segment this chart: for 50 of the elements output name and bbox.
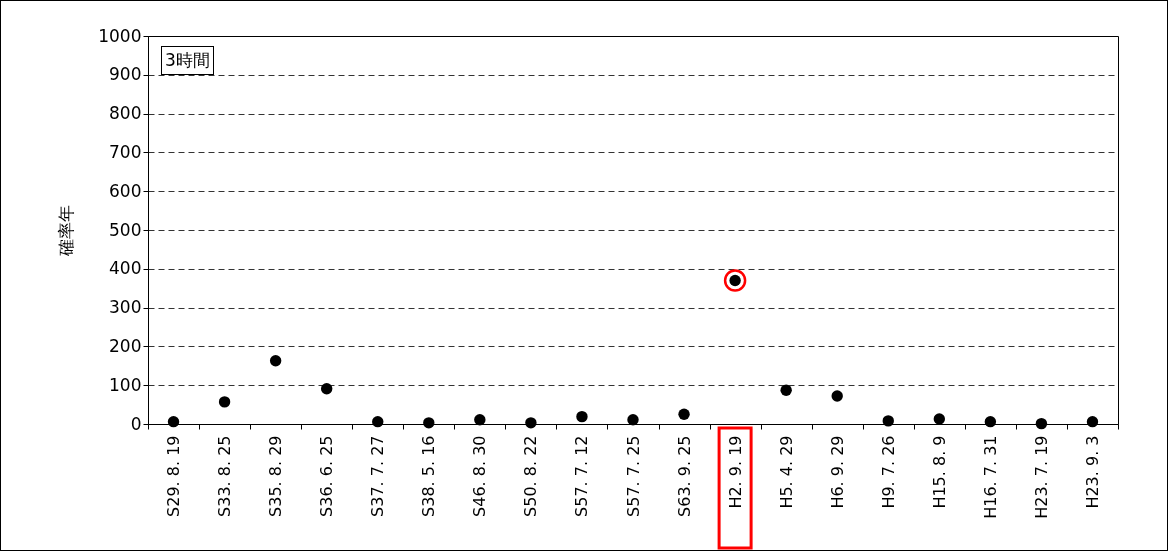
point	[576, 410, 588, 423]
point	[525, 417, 537, 429]
annotation: 3時間	[161, 46, 214, 75]
x-tick-label: H5. 4. 29	[776, 435, 796, 509]
point	[780, 384, 792, 396]
x-tick-label: H23. 9. 3	[1082, 435, 1102, 509]
point	[218, 396, 231, 408]
point	[678, 408, 690, 420]
point	[831, 390, 843, 402]
x-tick-label: H9. 7. 26	[878, 435, 898, 509]
y-tick-label: 800	[109, 103, 142, 124]
x-tick-label: S29. 8. 19	[164, 435, 184, 517]
x-tick-label: H23. 7. 19	[1031, 435, 1051, 519]
point	[320, 383, 333, 395]
point	[882, 415, 894, 427]
point	[269, 355, 282, 367]
point	[423, 417, 435, 429]
x-tick-label: H16. 7. 31	[980, 435, 1000, 519]
y-tick-label: 900	[109, 64, 142, 85]
x-tick-label: H15. 8. 9	[929, 435, 949, 509]
point	[1035, 417, 1048, 430]
x-tick-label: S63. 9. 25	[674, 435, 694, 517]
x-tick-label: S57. 7. 12	[572, 435, 592, 517]
y-tick-label: 300	[109, 297, 142, 318]
x-tick-label: H2. 9. 19	[725, 435, 745, 509]
y-tick-label: 0	[130, 413, 142, 434]
x-tick-label: S46. 8. 30	[470, 435, 490, 517]
x-tick-label: S50. 8. 22	[521, 435, 541, 517]
x-tick-label: S35. 8. 29	[266, 435, 286, 517]
x-tick-label: S57. 7. 25	[623, 435, 643, 517]
point	[1086, 415, 1099, 428]
point	[933, 413, 946, 425]
point	[627, 414, 639, 426]
y-axis-title: 確率年	[56, 205, 77, 257]
x-tick-label: S36. 6. 25	[317, 435, 337, 517]
y-tick-label: 200	[109, 335, 142, 356]
point	[372, 415, 384, 428]
y-tick-label: 700	[109, 141, 142, 162]
y-tick-label: 500	[109, 219, 142, 240]
point	[984, 415, 997, 428]
point	[474, 414, 486, 426]
x-tick-label: H6. 9. 29	[827, 435, 847, 509]
x-tick-label: S38. 5. 16	[419, 435, 439, 517]
y-tick-label: 600	[109, 180, 142, 201]
x-tick-label: S37. 7. 27	[368, 435, 388, 517]
y-tick-label: 1000	[98, 25, 142, 46]
point	[167, 415, 180, 428]
x-tick-label: S33. 8. 25	[215, 435, 235, 517]
y-tick-label: 100	[109, 374, 142, 395]
y-tick-label: 400	[109, 258, 142, 279]
